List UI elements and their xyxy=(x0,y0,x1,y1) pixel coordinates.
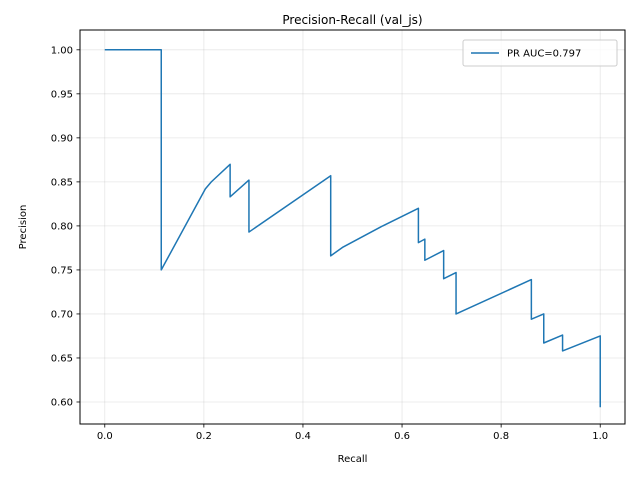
grid xyxy=(80,30,625,424)
axes: 0.0 0.2 0.4 0.6 0.8 1.0 0.60 0.65 0.70 0.75 0.80 0.… xyxy=(51,45,608,442)
x-axis-label: Recall xyxy=(338,454,368,465)
y-tick-label: 0.80 xyxy=(51,221,73,232)
legend: PR AUC=0.797 xyxy=(462,39,618,67)
x-tick-label: 1.0 xyxy=(592,431,608,442)
y-tick-label: 0.85 xyxy=(51,177,73,188)
series-layer xyxy=(104,49,601,408)
chart-title: Precision-Recall (val_js) xyxy=(282,13,422,27)
y-tick-label: 0.60 xyxy=(51,397,73,408)
y-axis-label: Precision xyxy=(18,205,29,250)
x-tick-label: 0.6 xyxy=(394,431,410,442)
x-tick-label: 0.8 xyxy=(493,431,509,442)
y-tick-label: 0.90 xyxy=(51,133,73,144)
legend-label: PR AUC=0.797 xyxy=(507,49,581,60)
y-tick-label: 0.65 xyxy=(51,353,73,364)
pr-curve-line xyxy=(104,49,601,408)
x-tick-label: 0.0 xyxy=(97,431,113,442)
plot-frame xyxy=(79,29,626,425)
y-tick-label: 0.95 xyxy=(51,89,73,100)
x-tick-label: 0.4 xyxy=(295,431,311,442)
y-tick-label: 1.00 xyxy=(51,45,73,56)
x-tick-label: 0.2 xyxy=(196,431,212,442)
y-tick-label: 0.70 xyxy=(51,309,73,320)
legend-box xyxy=(462,39,618,67)
y-tick-label: 0.75 xyxy=(51,265,73,276)
